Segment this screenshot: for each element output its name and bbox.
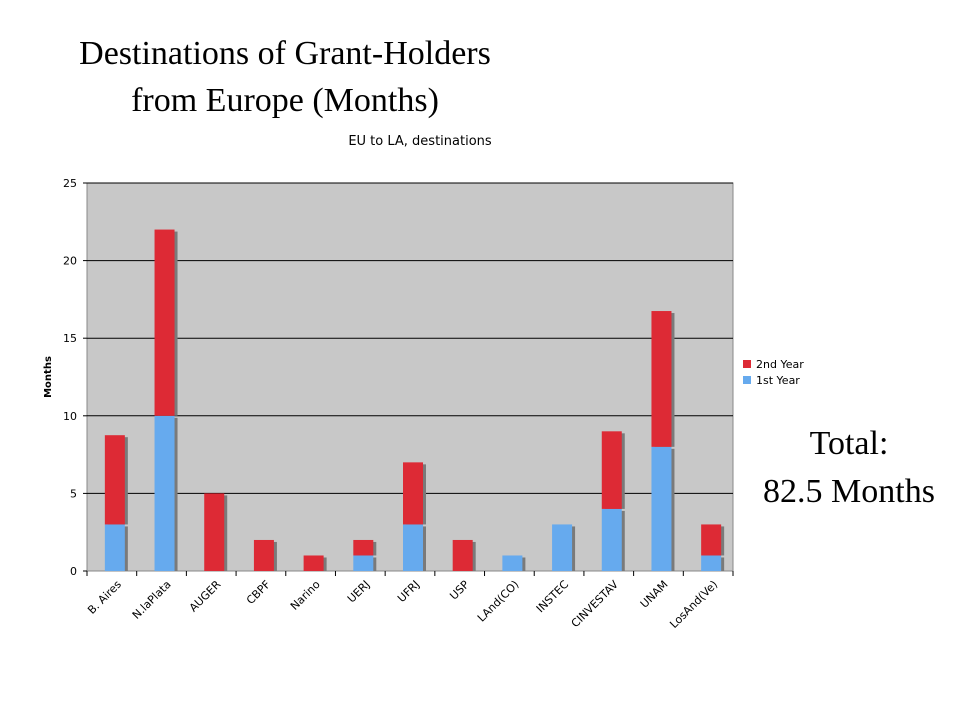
x-tick-label: AUGER: [187, 578, 224, 615]
bar-segment: [552, 524, 573, 571]
x-tick-label: CINVESTAV: [569, 578, 622, 631]
bar-segment: [253, 539, 274, 571]
x-axis-ticks: B. Aires N.laPlata AUGER CBPF Narino UERJ UFRJ…: [85, 571, 734, 631]
slide-title: Destinations of Grant-Holders from Europ…: [30, 30, 540, 124]
x-tick-label: UERJ: [345, 578, 372, 605]
y-axis-ticks: 0 5 10 15 20 25: [63, 177, 87, 578]
x-tick-label: USP: [447, 578, 472, 603]
x-tick-label: LAnd(CO): [475, 578, 522, 625]
x-tick-label: B. Aires: [85, 578, 124, 617]
bar-segment: [303, 555, 324, 571]
bar-segment: [353, 555, 374, 571]
y-tick-label: 0: [70, 565, 77, 578]
y-tick-label: 20: [63, 255, 77, 268]
legend-swatch: [743, 360, 751, 368]
x-tick-label: UFRJ: [395, 578, 422, 605]
bar-segment: [601, 431, 622, 509]
bar-segment: [502, 555, 523, 571]
bar-segment: [452, 539, 473, 571]
legend-swatch: [743, 376, 751, 384]
legend: 2nd Year 1st Year: [743, 358, 804, 387]
bars: [104, 229, 725, 571]
bar-segment: [403, 524, 423, 571]
x-tick-label: CBPF: [244, 578, 273, 607]
bar-segment: [601, 508, 622, 571]
bar-segment: [701, 555, 722, 571]
total-value: 82.5 Months: [763, 473, 935, 510]
x-tick-label: N.laPlata: [130, 578, 174, 622]
x-tick-label: INSTEC: [534, 578, 572, 616]
bar-segment: [154, 415, 175, 571]
bar-segment: [701, 524, 722, 556]
total-label: Total:: [809, 425, 889, 462]
y-tick-label: 5: [70, 487, 77, 500]
chart-title: EU to LA, destinations: [348, 134, 492, 149]
gridlines: [87, 182, 733, 494]
y-tick-label: 15: [63, 332, 77, 345]
bar-segment: [403, 462, 423, 525]
bar-segment: [651, 446, 672, 571]
x-tick-label: LosAnd(Ve): [667, 578, 720, 631]
y-tick-label: 25: [63, 177, 77, 190]
total-summary: Total: 82.5 Months: [738, 420, 960, 516]
y-axis-label: Months: [43, 356, 54, 398]
bar-segment: [154, 229, 175, 416]
legend-label: 1st Year: [756, 374, 800, 387]
legend-label: 2nd Year: [756, 358, 804, 371]
bar-segment: [204, 493, 225, 571]
y-tick-label: 10: [63, 410, 77, 423]
x-tick-label: UNAM: [638, 578, 671, 611]
bar-segment: [104, 524, 125, 571]
slide-title-line1: Destinations of Grant-Holders: [79, 35, 491, 72]
bar-segment: [353, 539, 374, 556]
slide-title-line2: from Europe (Months): [131, 82, 439, 119]
x-tick-label: Narino: [288, 578, 323, 613]
bar-segment: [651, 311, 672, 447]
bar-segment: [104, 435, 125, 525]
